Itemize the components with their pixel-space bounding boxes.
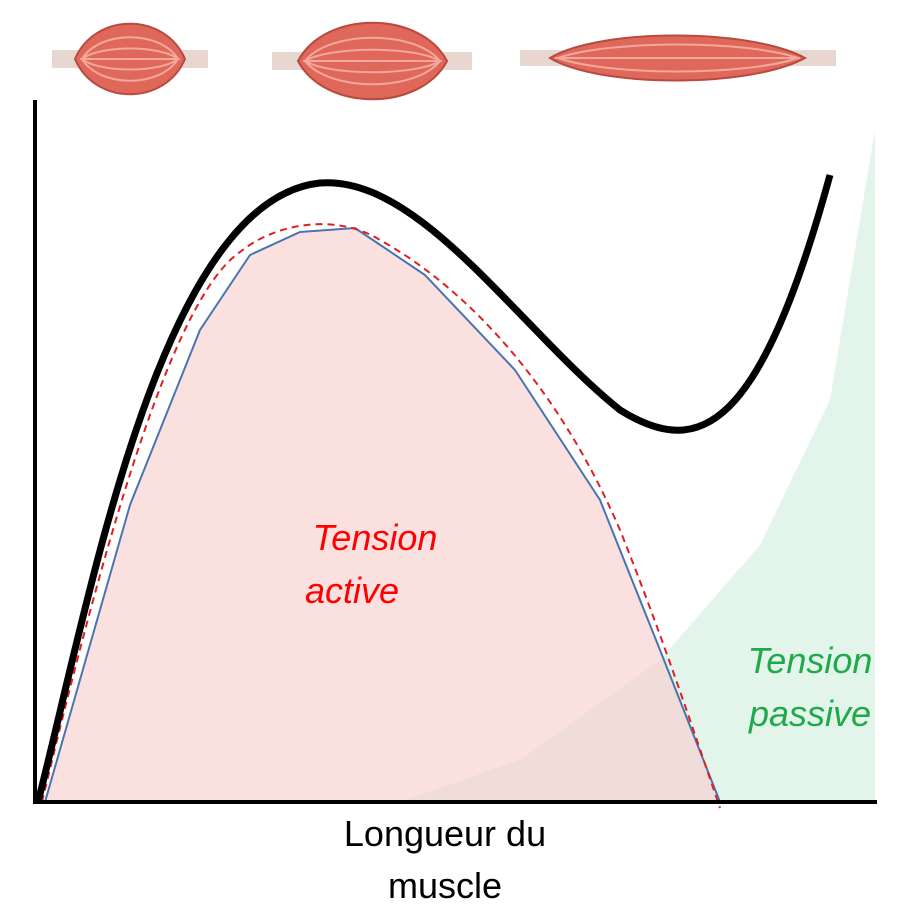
axis-label: muscle (388, 865, 502, 906)
axis-label: Longueur du (344, 813, 546, 854)
label-passive: passive (748, 693, 871, 734)
muscle-long (520, 36, 836, 81)
page: Tension active Tension passive Longueur … (0, 0, 924, 923)
muscle-short (52, 24, 208, 95)
label-active: Tension (313, 517, 438, 558)
diagram: Tension active Tension passive Longueur … (0, 0, 924, 918)
muscle-medium (272, 23, 472, 100)
label-passive: Tension (748, 640, 873, 681)
label-active: active (305, 570, 399, 611)
active-area (45, 228, 720, 802)
